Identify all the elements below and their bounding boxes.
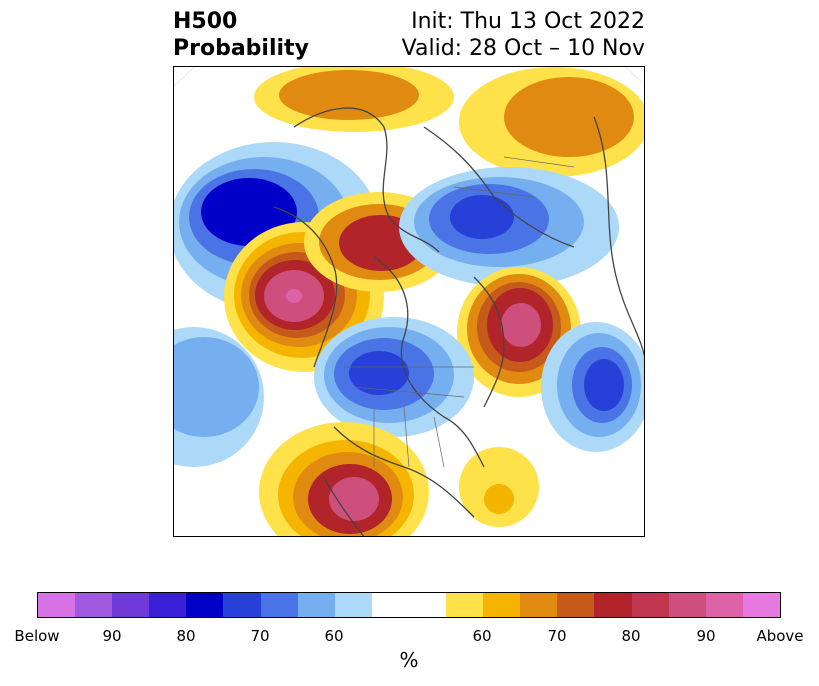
colorbar-tick-label: 70 xyxy=(250,627,270,645)
colorbar-tick-label: 80 xyxy=(621,627,641,645)
colorbar-segment xyxy=(446,593,484,617)
colorbar-segment xyxy=(334,593,372,617)
colorbar-segment xyxy=(594,593,632,617)
map-canvas xyxy=(174,67,644,536)
title-variable: H500 xyxy=(173,9,238,34)
colorbar-tick-label: 80 xyxy=(176,627,196,645)
colorbar-tick-label: 90 xyxy=(696,627,716,645)
colorbar-segment xyxy=(705,593,743,617)
colorbar-segment xyxy=(260,593,298,617)
colorbar-segment xyxy=(75,593,113,617)
map-dates: Init: Thu 13 Oct 2022 Valid: 28 Oct – 10… xyxy=(380,8,645,62)
colorbar-segment xyxy=(520,593,558,617)
colorbar-segment xyxy=(483,593,521,617)
valid-range: Valid: 28 Oct – 10 Nov xyxy=(401,36,645,61)
colorbar-segment xyxy=(371,593,409,617)
colorbar-segment xyxy=(223,593,261,617)
colorbar-segment xyxy=(557,593,595,617)
colorbar-tick-label: Below xyxy=(14,627,60,645)
colorbar-segment xyxy=(149,593,187,617)
init-date: Init: Thu 13 Oct 2022 xyxy=(411,9,645,34)
colorbar-segment xyxy=(742,593,780,617)
colorbar-tick-label: Above xyxy=(756,627,804,645)
map-title: H500 Probability xyxy=(173,8,309,62)
colorbar-tick-label: 70 xyxy=(547,627,567,645)
colorbar xyxy=(37,592,781,618)
colorbar-tick-label: 60 xyxy=(324,627,344,645)
colorbar-segment xyxy=(668,593,706,617)
probability-map xyxy=(173,66,645,537)
borders xyxy=(344,156,575,468)
colorbar-segment xyxy=(112,593,150,617)
colorbar-segment xyxy=(186,593,224,617)
colorbar-segment xyxy=(297,593,335,617)
title-product: Probability xyxy=(173,36,309,61)
colorbar-segment xyxy=(408,593,447,617)
colorbar-units: % xyxy=(399,648,419,672)
colorbar-segment xyxy=(631,593,669,617)
coastlines xyxy=(273,107,644,536)
colorbar-tick-label: 60 xyxy=(472,627,492,645)
colorbar-segment xyxy=(38,593,76,617)
colorbar-tick-label: 90 xyxy=(102,627,122,645)
